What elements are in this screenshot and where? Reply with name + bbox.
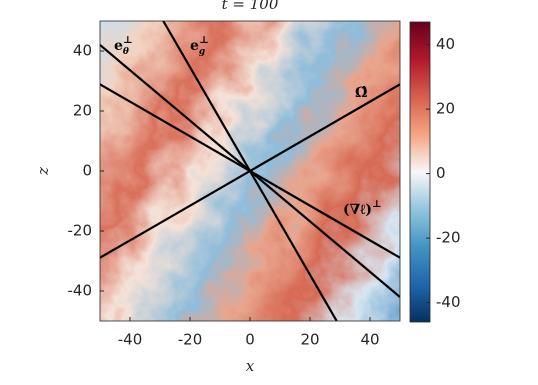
colorbar-box	[409, 21, 431, 323]
annotation-sup: ⊥	[372, 199, 382, 210]
field	[100, 21, 400, 321]
annotation: eg⊥	[190, 35, 209, 57]
annotation-sub: θ	[123, 47, 129, 57]
y-axis-label: z	[34, 167, 52, 176]
x-tick-label: -40	[118, 331, 143, 349]
line	[100, 83, 400, 259]
lines	[100, 21, 400, 321]
x-axis-label: x	[246, 357, 255, 375]
annotation-base: (∇ℓ)	[343, 202, 372, 218]
annotation-sub: g	[199, 47, 205, 57]
x-tick-label: -20	[178, 331, 203, 349]
field-image	[100, 21, 400, 321]
y-tick-label: -40	[68, 282, 93, 300]
annotation-base: e	[114, 38, 123, 54]
annotation-sup: ⊥	[199, 35, 209, 46]
x-tick-label: 40	[360, 331, 379, 349]
colorbar	[410, 22, 430, 322]
y-tick-label: 0	[82, 162, 92, 180]
colorbar-tick-label: 20	[436, 100, 455, 118]
chart-title: t = 100	[222, 0, 279, 13]
annotation-sup: ⊥	[123, 35, 133, 46]
x-tick-label: 0	[245, 331, 255, 349]
colorbar-tick-label: 0	[436, 164, 446, 182]
y-tick-label: 20	[73, 102, 92, 120]
annotation-base: e	[190, 38, 199, 54]
y-tick-label: 40	[73, 42, 92, 60]
colorbar-tick-label: 40	[436, 35, 455, 53]
colorbar-tick-label: -20	[436, 229, 461, 247]
colorbar-tick-label: -40	[436, 293, 461, 311]
annotation: (∇ℓ)⊥	[343, 199, 382, 219]
annotation: Ω̂	[355, 85, 367, 101]
y-tick-label: -20	[68, 222, 93, 240]
x-tick-label: 20	[300, 331, 319, 349]
annotation: eθ⊥	[114, 35, 133, 57]
annotation-base: Ω̂	[355, 85, 367, 101]
